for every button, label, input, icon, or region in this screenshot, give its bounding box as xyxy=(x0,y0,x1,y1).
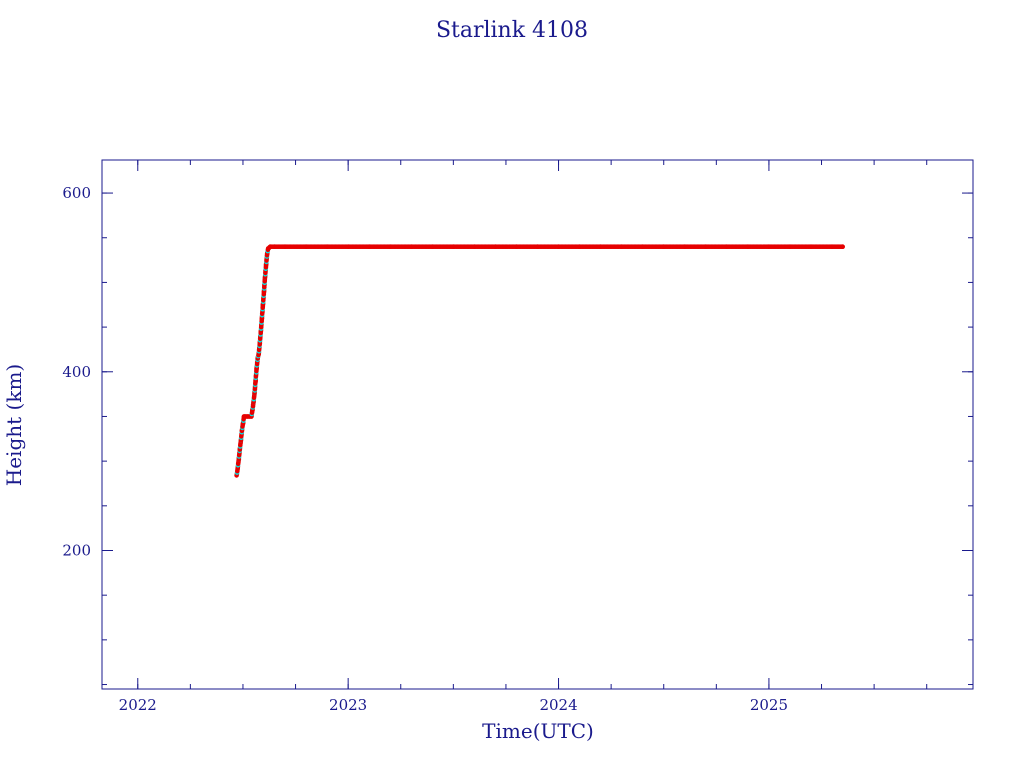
x-tick-label: 2024 xyxy=(539,696,577,714)
y-axis-label: Height (km) xyxy=(2,364,26,486)
axis-ticks xyxy=(102,160,973,689)
y-tick-label: 600 xyxy=(62,184,91,202)
x-tick-label: 2022 xyxy=(119,696,157,714)
plot-frame xyxy=(101,159,974,690)
chart-title: Starlink 4108 xyxy=(436,18,588,43)
x-axis-label: Time(UTC) xyxy=(482,719,594,743)
data-point xyxy=(840,244,845,249)
x-tick-label: 2025 xyxy=(750,696,788,714)
y-tick-label: 400 xyxy=(62,363,91,381)
x-tick-label: 2023 xyxy=(329,696,367,714)
data-points xyxy=(234,244,845,478)
y-tick-label: 200 xyxy=(62,541,91,559)
axis-tick-labels: 2022 2023 2024 2025 200 400 600 xyxy=(62,184,788,714)
